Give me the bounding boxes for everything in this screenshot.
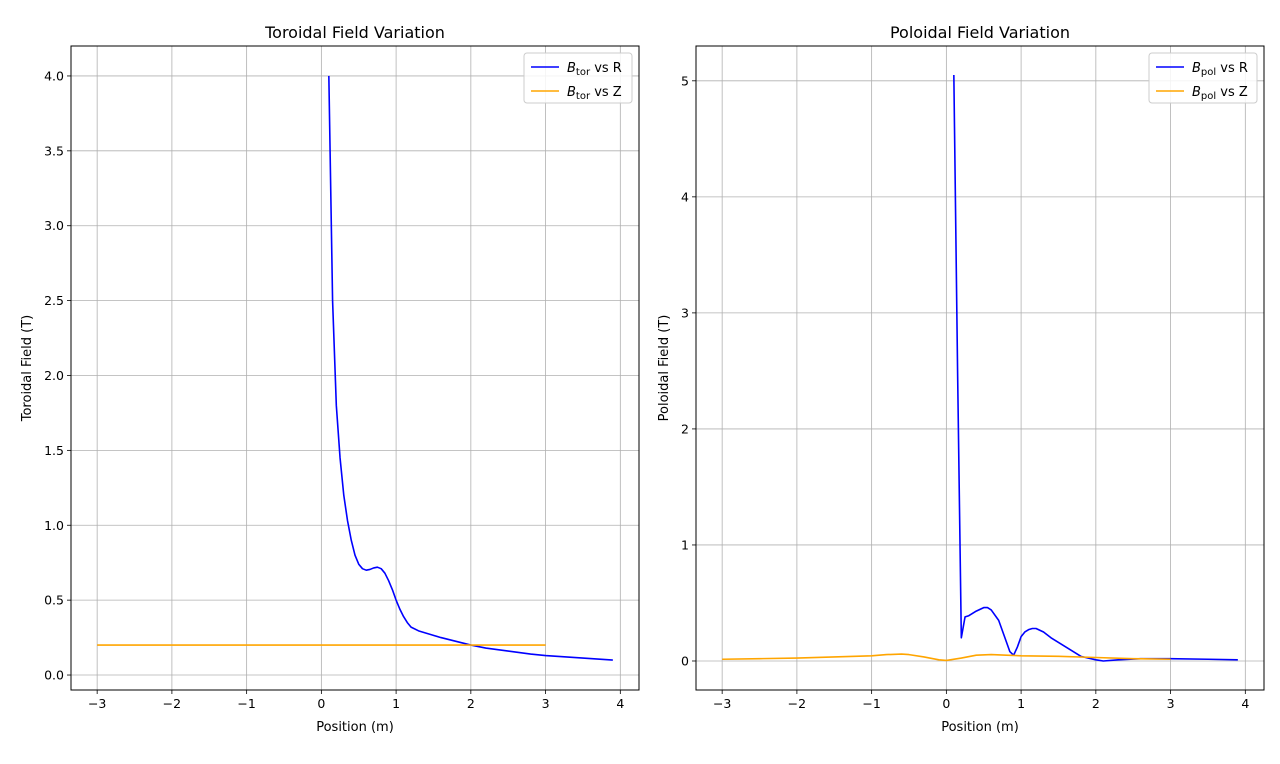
x-tick-label: −1	[862, 696, 880, 711]
x-tick-label: 4	[1241, 696, 1249, 711]
series-line-vs-r	[328, 75, 613, 661]
data-series	[97, 75, 613, 661]
legend: Bpol vs R Bpol vs Z	[1148, 52, 1258, 104]
x-tick-label: −2	[163, 696, 181, 711]
y-axis-label: Poloidal Field (T)	[657, 315, 672, 422]
x-tick-label: 2	[467, 696, 475, 711]
y-tick-label: 3.0	[44, 218, 64, 233]
y-tick-label: 0.0	[44, 668, 64, 683]
y-tick-label: 1.0	[44, 518, 64, 533]
x-tick-label: 1	[1017, 696, 1025, 711]
x-tick-label: 0	[942, 696, 950, 711]
y-tick-label: 2.5	[44, 293, 64, 308]
legend-label: Bpol vs R	[1192, 61, 1248, 78]
grid-lines	[696, 46, 1264, 690]
x-tick-label: −3	[713, 696, 731, 711]
y-tick-label: 4	[681, 189, 689, 204]
axes-frame	[70, 45, 640, 691]
y-tick-label: 4.0	[44, 68, 64, 83]
x-tick-label: 3	[542, 696, 550, 711]
poloidal-chart: Poloidal Field Variation Position (m) Po…	[657, 23, 1265, 735]
x-axis-label: Position (m)	[316, 720, 394, 735]
y-tick-label: 3.5	[44, 143, 64, 158]
series-line-vs-r	[953, 74, 1238, 662]
legend: Btor vs R Btor vs Z	[523, 52, 633, 104]
legend-label: Btor vs R	[567, 61, 622, 78]
y-tick-label: 3	[681, 305, 689, 320]
axis-ticks: −3 −2 −1 0 1 2 3 4 0.0 0.5 1.0 1.5 2.0 2.5 3.0 3.5 4.0	[44, 68, 624, 711]
legend-label: Bpol vs Z	[1192, 85, 1248, 102]
x-tick-label: 3	[1167, 696, 1175, 711]
x-tick-label: 0	[317, 696, 325, 711]
y-axis-label: Toroidal Field (T)	[20, 315, 35, 423]
y-tick-label: 2.0	[44, 368, 64, 383]
y-tick-label: 0.5	[44, 593, 64, 608]
x-axis-label: Position (m)	[941, 720, 1019, 735]
y-tick-label: 2	[681, 421, 689, 436]
x-tick-label: −3	[88, 696, 106, 711]
series-line-vs-z	[722, 653, 1171, 662]
chart-title: Toroidal Field Variation	[264, 23, 445, 42]
x-tick-label: −1	[237, 696, 255, 711]
y-tick-label: 1	[681, 537, 689, 552]
y-tick-label: 1.5	[44, 443, 64, 458]
y-tick-label: 5	[681, 73, 689, 88]
y-tick-label: 0	[681, 653, 689, 668]
axes-frame	[695, 45, 1265, 691]
x-tick-label: 1	[392, 696, 400, 711]
x-tick-label: 4	[616, 696, 624, 711]
legend-label: Btor vs Z	[567, 85, 622, 102]
toroidal-chart: Toroidal Field Variation Position (m) To…	[20, 23, 640, 735]
data-series	[722, 74, 1238, 662]
axis-ticks: −3 −2 −1 0 1 2 3 4 0 1 2 3 4 5	[681, 73, 1249, 711]
x-tick-label: 2	[1092, 696, 1100, 711]
chart-title: Poloidal Field Variation	[890, 23, 1070, 42]
x-tick-label: −2	[788, 696, 806, 711]
